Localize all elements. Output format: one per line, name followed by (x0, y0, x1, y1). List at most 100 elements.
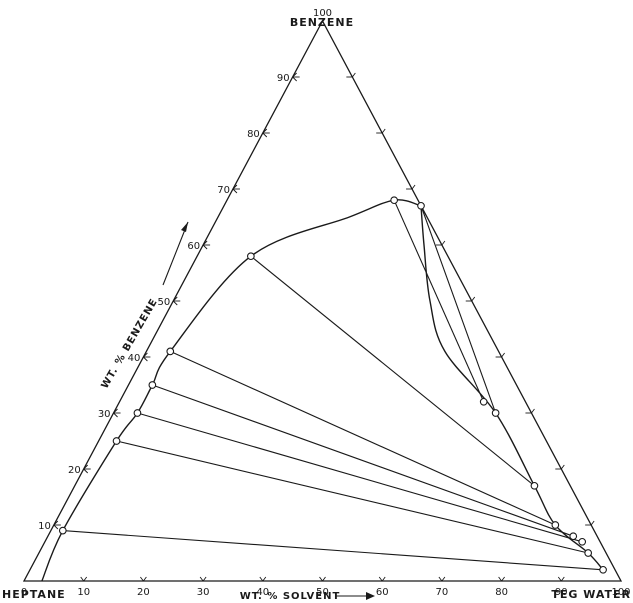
vertex-label-right: TEG WATER (551, 588, 631, 601)
right-tick (590, 520, 595, 526)
right-tick (441, 240, 446, 246)
left-tick-label: 80 (247, 129, 260, 140)
bottom-tick-label: 0 (21, 587, 27, 598)
left-tick-label: 90 (277, 73, 290, 84)
binodal-extract-branch (420, 205, 604, 571)
bottom-tick-label: 70 (436, 587, 449, 598)
tie-line (170, 350, 556, 526)
bottom-tick (259, 576, 264, 582)
vertex-label-top: BENZENE (290, 16, 354, 29)
left-tick-label: 10 (38, 521, 51, 532)
left-tick-label: 20 (68, 465, 81, 476)
left-tick (143, 356, 148, 362)
bottom-tick (441, 576, 446, 582)
bottom-tick (140, 576, 144, 582)
bottom-tick (498, 576, 502, 582)
extract-point (584, 549, 593, 557)
tie-line (250, 255, 535, 487)
bottom-tick (322, 576, 326, 582)
left-tick (53, 520, 59, 526)
binodal-raffinate-branch (41, 199, 422, 582)
extract-point (569, 532, 578, 541)
bottom-tick (319, 576, 323, 582)
extract-point (491, 409, 500, 417)
bottom-tick (262, 576, 267, 582)
tie-line (62, 530, 604, 571)
bottom-tick-label: 10 (77, 587, 90, 598)
bottom-tick (378, 576, 383, 582)
bottom-tick-label: 90 (555, 587, 568, 598)
bottom-tick (83, 576, 88, 582)
bottom-tick-label: 40 (256, 587, 269, 598)
left-tick (232, 184, 238, 190)
left-tick (113, 408, 118, 414)
right-tick (501, 352, 505, 358)
tick-labels: 0 10 20 30 40 50 60 70 80 90 100 10 20 30 40 50 60 70 80 90… (21, 8, 631, 598)
bottom-tick-label: 50 (316, 587, 329, 598)
tie-line (152, 384, 574, 537)
raffinate-point (166, 347, 175, 356)
left-tick (143, 352, 148, 358)
right-tick (560, 464, 565, 470)
left-tick-label: 60 (187, 241, 200, 252)
tick-marks (53, 72, 595, 582)
tie-line (420, 205, 497, 414)
left-tick (202, 244, 208, 250)
left-tick (292, 72, 297, 78)
right-tick (351, 72, 356, 78)
bottom-tick-label: 80 (495, 587, 508, 598)
left-tick (262, 128, 268, 134)
left-tick-label: 40 (128, 353, 141, 364)
left-tick (292, 76, 297, 82)
axis-label-solvent: WT. % SOLVENT (240, 591, 341, 602)
data-points (58, 196, 607, 574)
left-tick (202, 240, 208, 246)
right-tick (411, 184, 416, 190)
left-tick (83, 464, 89, 470)
right-tick (471, 296, 476, 302)
triangle-frame (22, 19, 623, 582)
extract-point (479, 397, 488, 406)
bottom-tick (560, 576, 565, 582)
left-tick (172, 300, 178, 306)
extract-point (551, 521, 560, 529)
tie-line (137, 412, 583, 543)
left-tick (172, 296, 178, 302)
raffinate-point (247, 252, 255, 261)
extract-point (578, 537, 587, 546)
apex-tick-label: 100 (313, 8, 332, 19)
left-tick (53, 524, 59, 530)
left-tick (83, 468, 89, 474)
benzene-arrow (162, 221, 189, 286)
bottom-tick (557, 576, 562, 582)
left-tick-label: 50 (158, 297, 171, 308)
raffinate-point (58, 526, 67, 535)
left-tick (113, 412, 118, 418)
bottom-tick (80, 576, 85, 582)
triangle-edges (22, 19, 623, 582)
bottom-tick (143, 576, 147, 582)
bottom-tick (199, 576, 204, 582)
bottom-tick-label: 100 (611, 587, 630, 598)
raffinate-point (148, 381, 157, 389)
bottom-tick-label: 30 (197, 587, 210, 598)
solvent-arrow-head (366, 592, 375, 600)
bottom-tick (202, 576, 207, 582)
tie-lines (62, 199, 604, 571)
extract-point (599, 565, 607, 574)
vertex-label-left: HEPTANE (2, 588, 66, 601)
left-tick-label: 70 (217, 185, 230, 196)
left-tick (262, 132, 268, 138)
tie-line (116, 440, 589, 554)
raffinate-point (417, 201, 425, 210)
extract-point (530, 481, 539, 490)
bottom-tick-label: 20 (137, 587, 150, 598)
raffinate-point (133, 409, 142, 417)
bottom-tick (381, 576, 386, 582)
right-tick (381, 128, 386, 134)
tie-line (393, 199, 485, 403)
bottom-tick-label: 60 (376, 587, 389, 598)
bottom-tick (438, 576, 443, 582)
right-tick (531, 408, 535, 414)
